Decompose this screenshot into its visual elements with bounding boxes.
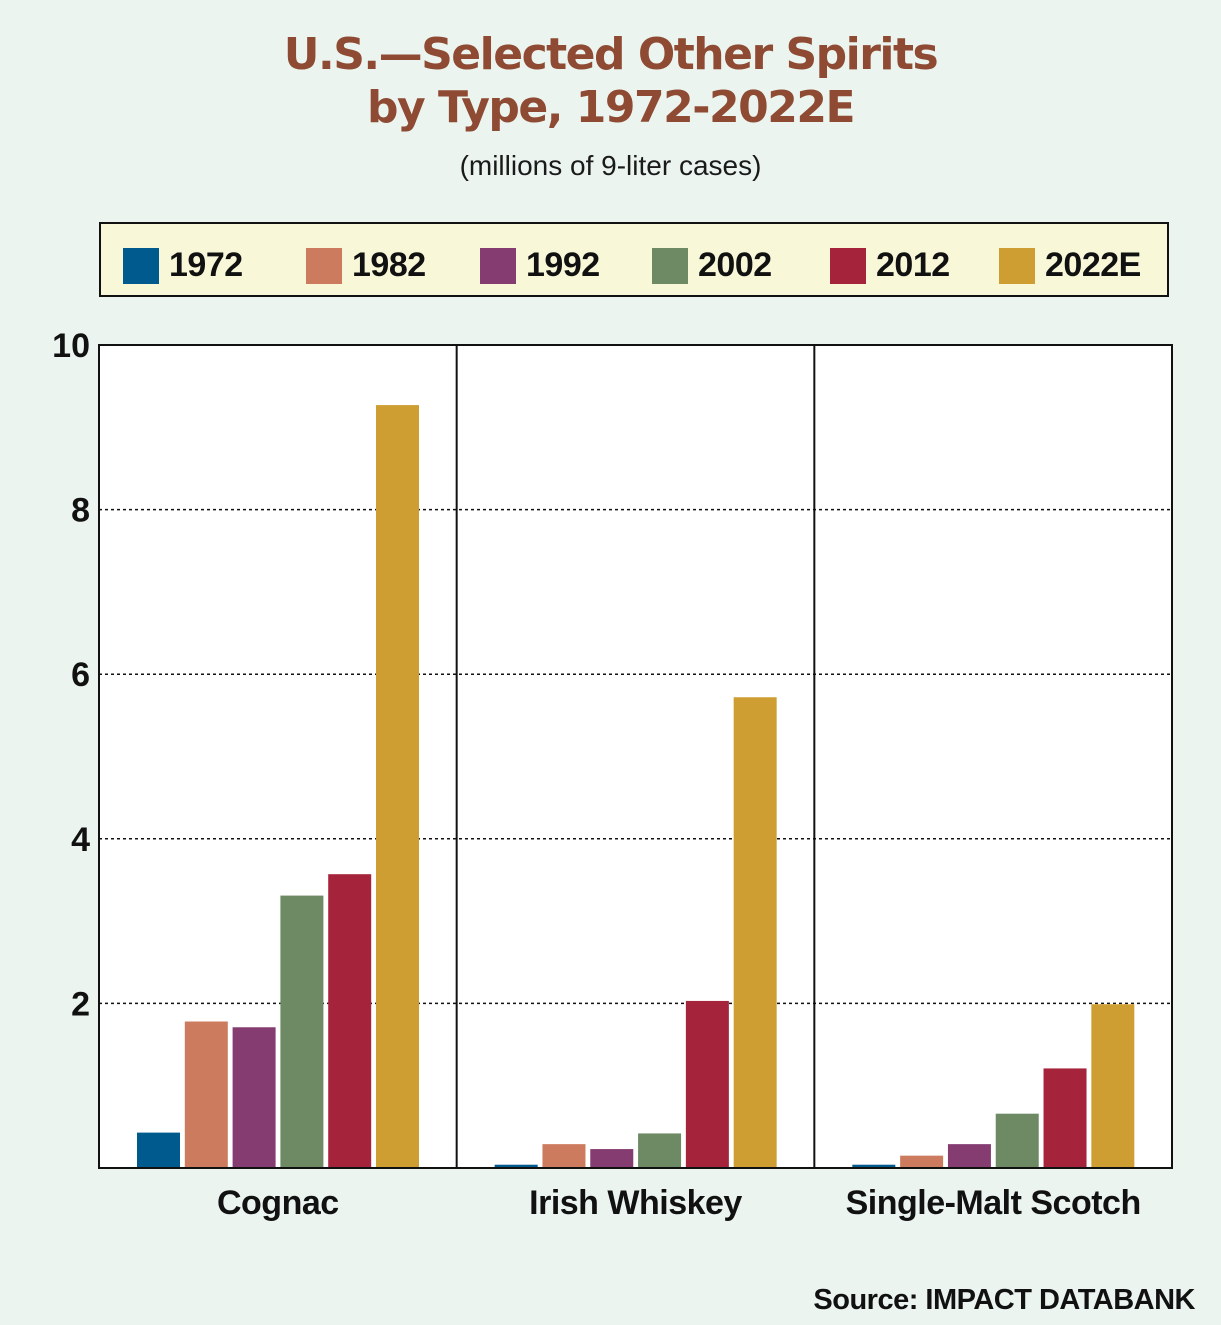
bar-cognac-1972 — [137, 1132, 180, 1168]
x-tick-label: Irish Whiskey — [529, 1184, 742, 1222]
chart-subtitle: (millions of 9-liter cases) — [459, 150, 762, 181]
legend-label: 1992 — [526, 246, 600, 284]
bar-single-malt-scotch-2022e — [1091, 1004, 1135, 1168]
bar-cognac-2012 — [328, 874, 372, 1168]
legend-swatch — [999, 248, 1035, 284]
y-tick-label: 8 — [71, 492, 90, 530]
bar-irish-whiskey-2022e — [733, 697, 777, 1168]
x-tick-label: Cognac — [217, 1184, 339, 1222]
legend-label: 2022E — [1045, 246, 1141, 284]
bar-single-malt-scotch-1982 — [900, 1155, 944, 1168]
bar-chart: Cognac Irish Whiskey Single-Malt Scotch 2 4 6… — [52, 327, 1173, 1222]
bar-single-malt-scotch-2002 — [995, 1113, 1039, 1168]
bar-cognac-2022e — [376, 405, 419, 1169]
bar-irish-whiskey-1982 — [542, 1144, 586, 1168]
chart-title-line1: U.S.—Selected Other Spirits — [283, 29, 939, 80]
legend-label: 2012 — [876, 246, 950, 284]
source-note: Source: IMPACT DATABANK — [813, 1284, 1195, 1316]
bar-irish-whiskey-1972 — [494, 1164, 538, 1168]
chart-title: U.S.—Selected Other Spirits by Type, 197… — [0, 28, 1221, 134]
legend-swatch — [123, 248, 159, 284]
legend: 1972 1982 1992 2002 2012 2022E — [99, 222, 1169, 297]
bar-irish-whiskey-2002 — [638, 1133, 682, 1168]
y-tick-label: 6 — [71, 656, 90, 694]
chart-title-line2: by Type, 1972-2022E — [366, 82, 856, 133]
bar-cognac-1982 — [184, 1021, 228, 1168]
bar-single-malt-scotch-1992 — [947, 1144, 991, 1168]
bar-single-malt-scotch-2012 — [1043, 1068, 1087, 1168]
bar-single-malt-scotch-1972 — [852, 1164, 896, 1168]
bar-cognac-1992 — [232, 1027, 276, 1168]
y-tick-label: 2 — [71, 985, 90, 1023]
plot-frame — [98, 344, 1173, 1169]
y-tick-label: 10 — [52, 327, 90, 365]
legend-label: 1982 — [352, 246, 426, 284]
legend-swatch — [652, 248, 688, 284]
legend-label: 1972 — [169, 246, 243, 284]
y-tick-label: 4 — [71, 821, 90, 859]
plot-area — [99, 345, 1172, 1168]
bar-irish-whiskey-1992 — [590, 1149, 634, 1168]
legend-swatch — [480, 248, 516, 284]
legend-swatch — [830, 248, 866, 284]
legend-label: 2002 — [698, 246, 772, 284]
x-tick-label: Single-Malt Scotch — [846, 1184, 1141, 1222]
bar-cognac-2002 — [280, 895, 324, 1168]
legend-swatch — [306, 248, 342, 284]
bar-irish-whiskey-2012 — [685, 1000, 729, 1168]
